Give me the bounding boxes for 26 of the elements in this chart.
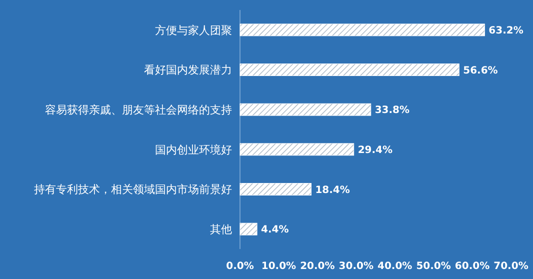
data-label: 18.4%	[315, 184, 350, 196]
x-tick-label: 30.0%	[338, 261, 374, 272]
bar	[240, 103, 372, 116]
x-tick-label: 50.0%	[416, 261, 451, 272]
bar	[240, 222, 258, 236]
bar	[240, 64, 460, 76]
x-tick-label: 60.0%	[454, 261, 490, 272]
y-tick-label: 国内创业环境好	[155, 143, 232, 156]
x-tick-label: 40.0%	[378, 261, 412, 272]
y-tick-label: 容易获得亲戚、朋友等社会网络的支持	[45, 103, 232, 116]
bar	[240, 143, 354, 156]
x-tick-label: 0.0%	[226, 261, 254, 272]
bar	[240, 24, 485, 36]
y-tick-label: 看好国内发展潜力	[144, 64, 232, 77]
data-label: 29.4%	[358, 144, 393, 156]
x-tick-label: 10.0%	[261, 261, 296, 272]
data-label: 4.4%	[261, 224, 289, 236]
x-tick-label: 20.0%	[300, 261, 335, 272]
data-label: 33.8%	[374, 105, 410, 116]
data-label: 56.6%	[463, 65, 498, 76]
y-tick-label: 持有专利技术，相关领域国内市场前景好	[34, 183, 232, 196]
y-tick-label: 其他	[210, 222, 232, 236]
data-label: 63.2%	[488, 25, 524, 36]
y-tick-label: 方便与家人团聚	[155, 24, 232, 37]
x-tick-label: 70.0%	[494, 261, 528, 272]
bar	[240, 183, 312, 196]
